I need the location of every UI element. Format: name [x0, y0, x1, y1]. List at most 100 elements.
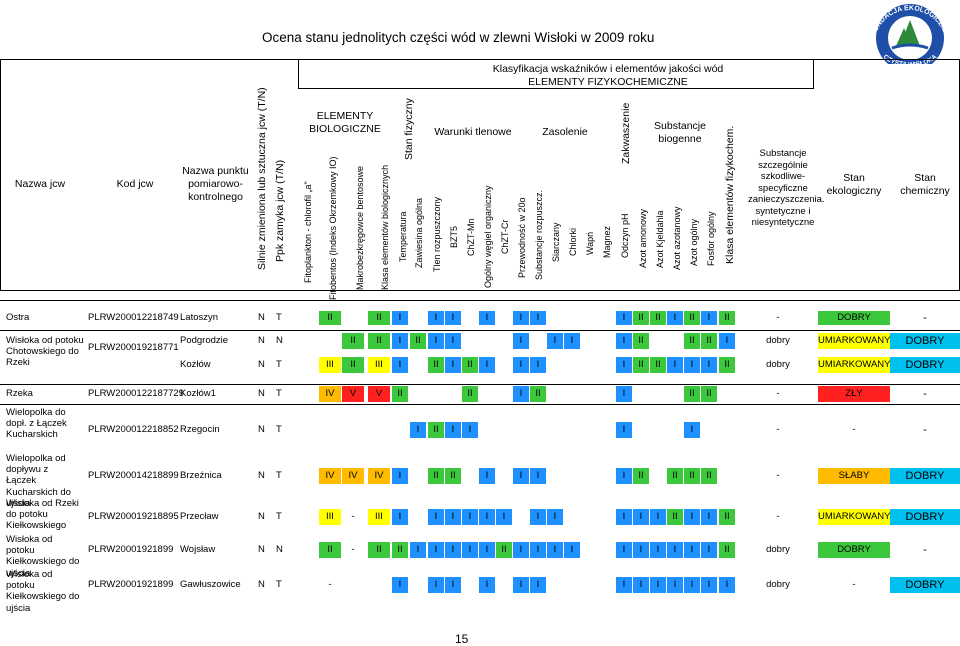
foundation-logo: FUNDACJA EKOLOGICZNA CZYSTA WISŁOKA — [871, 4, 949, 64]
kod-jcw-header: Kod jcw — [116, 178, 154, 190]
row-kod: PLRW200012218749 — [88, 312, 179, 323]
magnez-header: Magnez — [602, 225, 612, 258]
class-cell: - — [351, 544, 355, 555]
class-cell: II — [342, 357, 364, 373]
class-cell: I — [719, 333, 735, 349]
nazwa-jcw-header: Nazwa jcw — [14, 178, 66, 190]
row-group-frame — [0, 300, 960, 334]
class-cell: I — [633, 509, 649, 525]
class-cell: II — [667, 468, 683, 484]
row-silnie: N — [258, 544, 265, 555]
class-cell: I — [513, 542, 529, 558]
class-cell: II — [530, 386, 546, 402]
stan-chemiczny-header: Stan chemiczny — [900, 172, 950, 197]
stan-ekologiczny-cell: DOBRY — [818, 311, 890, 325]
temperatura-header: Temperatura — [398, 211, 408, 262]
class-cell: I — [428, 542, 444, 558]
class-cell: I — [719, 577, 735, 593]
klasa-fiz-header: Klasa elementów fizykochem. — [724, 125, 736, 264]
class-cell: I — [667, 577, 683, 593]
class-cell: IV — [368, 468, 390, 484]
class-cell: I — [392, 468, 408, 484]
class-cell: - — [328, 579, 332, 590]
class-cell: V — [368, 386, 390, 402]
klasa-bio-header: Klasa elementów biologicznych — [380, 164, 390, 290]
row-ppk: T — [276, 312, 282, 323]
class-cell: I — [650, 577, 666, 593]
stan-ekologiczny-cell: ZŁY — [818, 386, 890, 402]
warunki-header: Warunki tlenowe — [434, 126, 512, 138]
class-cell: I — [428, 577, 444, 593]
row-kod: PLRW20001921899 — [88, 579, 174, 590]
stan-ekologiczny-cell: DOBRY — [818, 542, 890, 558]
class-cell: I — [530, 542, 546, 558]
class-cell: III — [319, 357, 341, 373]
class-cell: I — [513, 333, 529, 349]
class-cell: II — [368, 542, 390, 558]
class-cell: II — [319, 542, 341, 558]
fitoplankton-header: Fitoplankton - chlorofil „a" — [303, 181, 313, 283]
class-cell: I — [667, 542, 683, 558]
class-cell: I — [513, 386, 529, 402]
zawiesina-header: Zawiesina ogólna — [414, 197, 424, 268]
class-cell: II — [719, 509, 735, 525]
class-cell: II — [428, 357, 444, 373]
class-cell: I — [547, 333, 563, 349]
class-cell: I — [701, 577, 717, 593]
stan-chemiczny-cell: DOBRY — [890, 468, 960, 484]
row-silnie: N — [258, 579, 265, 590]
class-cell: II — [701, 386, 717, 402]
class-cell: II — [445, 468, 461, 484]
stan-chemiczny-cell: - — [923, 312, 927, 324]
class-cell: I — [410, 542, 426, 558]
row-nazwa: Wielopolka do dopł. z Łączek Kucharskich — [6, 407, 67, 441]
class-cell: I — [667, 311, 683, 325]
class-cell: III — [368, 357, 390, 373]
row-group-frame — [0, 384, 960, 404]
row-kod: PLRW200019218771 — [88, 342, 179, 353]
row-punkt: Gawłuszowice — [180, 579, 241, 590]
class-cell: I — [530, 577, 546, 593]
row-punkt: Przecław — [180, 511, 219, 522]
ogolny-wegiel-header: Ogólny węgiel organiczny — [483, 185, 493, 288]
row-ppk: T — [276, 424, 282, 435]
class-cell: IV — [342, 468, 364, 484]
chzt-mn-header: ChZT-Mn — [466, 218, 476, 256]
bzt5-header: BZT5 — [449, 225, 459, 248]
class-cell: II — [428, 422, 444, 438]
class-cell: I — [392, 577, 408, 593]
class-cell: I — [530, 357, 546, 373]
class-cell: II — [462, 386, 478, 402]
class-cell: - — [776, 511, 780, 522]
stan-fizyczny-header: Stan fizyczny — [403, 98, 415, 160]
class-cell: I — [616, 386, 632, 402]
class-cell: dobry — [766, 359, 790, 370]
chzt-cr-header: ChZT-Cr — [500, 219, 510, 255]
class-cell: I — [479, 311, 495, 325]
class-cell: I — [616, 357, 632, 373]
class-cell: I — [392, 311, 408, 325]
row-kod: PLRW2000122187729 — [88, 388, 184, 399]
ppk-header: Ppk zamyka jcw (T/N) — [274, 159, 286, 262]
class-cell: I — [616, 333, 632, 349]
class-cell: I — [445, 542, 461, 558]
class-cell: - — [351, 511, 355, 522]
class-cell: II — [368, 311, 390, 325]
stan-chemiczny-cell: DOBRY — [890, 509, 960, 525]
class-cell: I — [650, 509, 666, 525]
class-cell: I — [479, 509, 495, 525]
row-silnie: N — [258, 312, 265, 323]
class-cell: I — [428, 509, 444, 525]
row-silnie: N — [258, 359, 265, 370]
stan-chemiczny-cell: DOBRY — [890, 333, 960, 349]
class-cell: II — [701, 468, 717, 484]
silnie-header: Silnie zmieniona lub sztuczna jcw (T/N) — [256, 87, 268, 270]
szczegolnie-header: Substancje szczególnie szkodliwe- specyf… — [748, 148, 825, 228]
class-cell: I — [564, 542, 580, 558]
class-cell: II — [496, 542, 512, 558]
row-ppk: N — [276, 335, 283, 346]
stan-chemiczny-cell: DOBRY — [890, 357, 960, 373]
row-nazwa: Rzeka — [6, 388, 33, 399]
row-ppk: T — [276, 359, 282, 370]
row-silnie: N — [258, 511, 265, 522]
